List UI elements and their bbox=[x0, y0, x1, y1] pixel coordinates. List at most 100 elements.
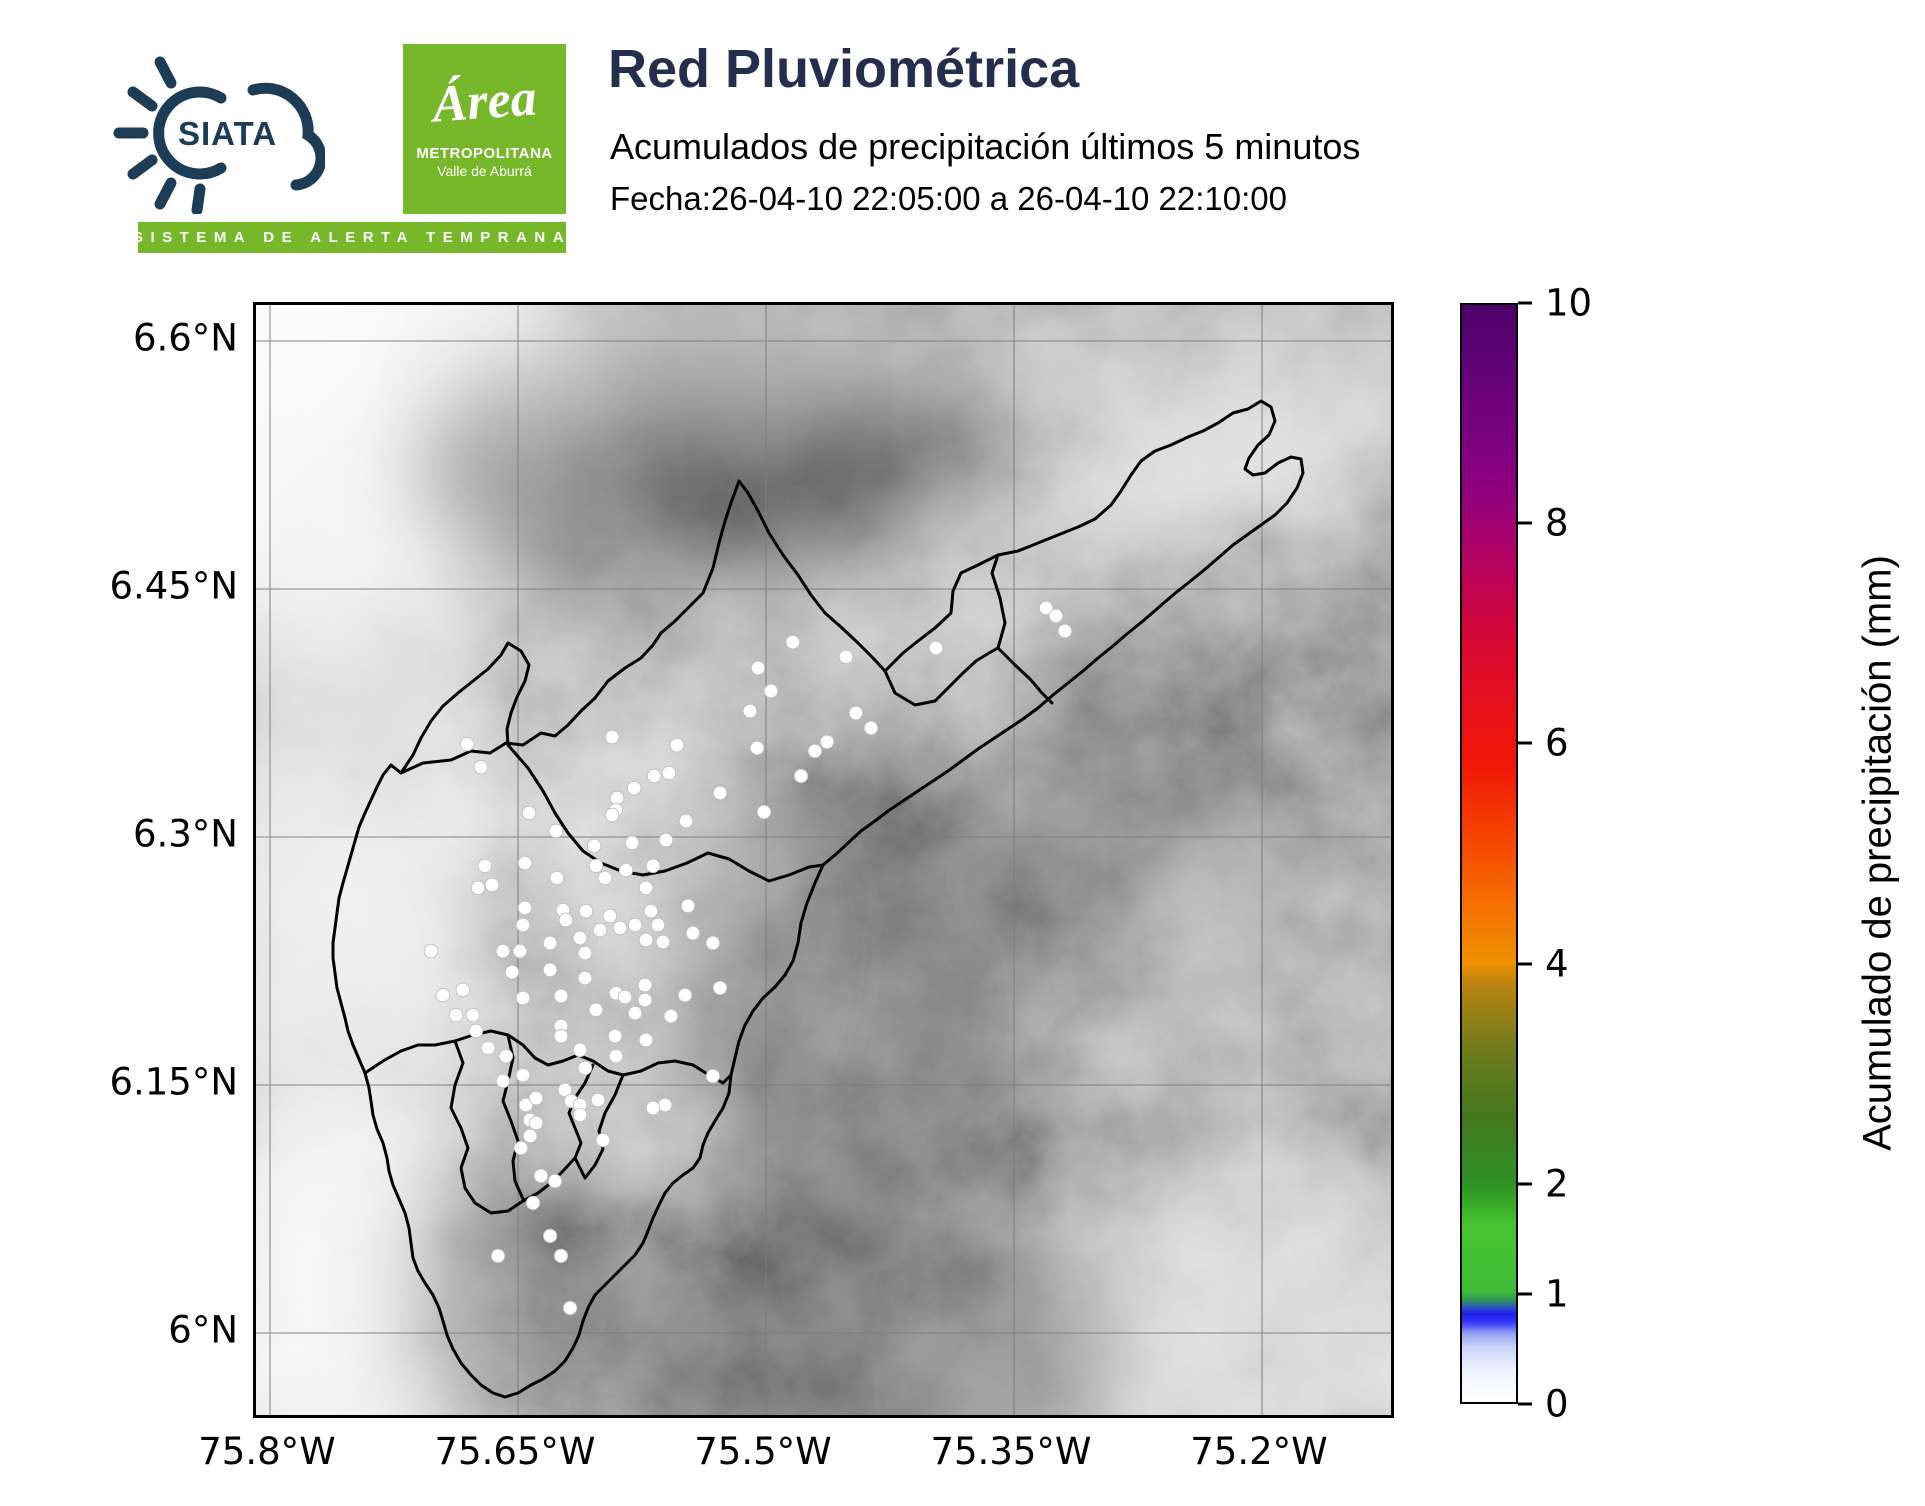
colorbar-tick bbox=[1518, 1292, 1532, 1296]
station-dot bbox=[495, 1073, 511, 1089]
station-dot bbox=[515, 917, 531, 933]
station-dot bbox=[572, 930, 588, 946]
station-dot bbox=[590, 1092, 606, 1108]
station-dot bbox=[712, 980, 728, 996]
colorbar-tick bbox=[1518, 741, 1532, 745]
station-dot bbox=[533, 1168, 549, 1184]
station-dot bbox=[577, 970, 593, 986]
page-subtitle: Acumulados de precipitación últimos 5 mi… bbox=[610, 126, 1361, 167]
station-dot bbox=[473, 759, 489, 775]
station-dot bbox=[542, 935, 558, 951]
station-dot bbox=[749, 740, 765, 756]
municipality-boundary bbox=[883, 646, 1000, 707]
municipality-boundary bbox=[399, 479, 887, 775]
station-dot bbox=[484, 877, 500, 893]
station-dot bbox=[512, 943, 528, 959]
station-dot bbox=[848, 705, 864, 721]
cloud-icon bbox=[247, 82, 325, 191]
station-dot bbox=[677, 987, 693, 1003]
station-dot bbox=[678, 813, 694, 829]
x-tick-label: 75.65°W bbox=[434, 1430, 596, 1473]
station-dot bbox=[645, 1100, 661, 1116]
colorbar-tick-label: 1 bbox=[1545, 1272, 1569, 1316]
station-dot bbox=[646, 768, 662, 784]
sun-arc-icon bbox=[153, 86, 227, 180]
station-dot bbox=[553, 988, 569, 1004]
terrain-shade bbox=[616, 1225, 1136, 1415]
station-dot bbox=[528, 1115, 544, 1131]
colorbar-tick-label: 8 bbox=[1545, 501, 1569, 545]
station-dot bbox=[548, 823, 564, 839]
station-dot bbox=[517, 900, 533, 916]
station-dot bbox=[597, 870, 613, 886]
y-tick-label: 6.45°N bbox=[109, 564, 238, 608]
terrain-shade bbox=[376, 305, 976, 425]
terrain-shade bbox=[986, 305, 1391, 515]
map-canvas bbox=[256, 305, 1391, 1415]
colorbar-tick-label: 10 bbox=[1545, 281, 1593, 325]
siata-banner: SISTEMA DE ALERTA TEMPRANA bbox=[133, 222, 566, 253]
station-dot bbox=[515, 990, 531, 1006]
station-dot bbox=[588, 1002, 604, 1018]
station-dot bbox=[542, 1228, 558, 1244]
station-dot bbox=[637, 992, 653, 1008]
station-dot bbox=[604, 729, 620, 745]
station-dot bbox=[657, 1097, 673, 1113]
station-dot bbox=[756, 804, 772, 820]
station-dot bbox=[661, 765, 677, 781]
station-dot bbox=[608, 1048, 624, 1064]
station-dot bbox=[607, 1028, 623, 1044]
terrain-shading bbox=[256, 305, 1391, 1415]
station-dot bbox=[763, 683, 779, 699]
station-dot bbox=[705, 935, 721, 951]
station-dot bbox=[490, 1248, 506, 1264]
station-dot bbox=[609, 790, 625, 806]
station-dot bbox=[572, 1042, 588, 1058]
station-dot bbox=[638, 880, 654, 896]
station-dot bbox=[468, 1023, 484, 1039]
station-dot bbox=[658, 832, 674, 848]
sun-ray-icon bbox=[191, 183, 206, 214]
x-tick-label: 75.5°W bbox=[694, 1430, 832, 1473]
station-dot bbox=[638, 932, 654, 948]
municipality-boundary bbox=[331, 763, 825, 1399]
station-dot bbox=[423, 943, 439, 959]
terrain-shade bbox=[666, 755, 1046, 1235]
station-dot bbox=[470, 880, 486, 896]
station-dot bbox=[549, 870, 565, 886]
municipality-boundaries bbox=[331, 399, 1305, 1399]
municipality-boundary bbox=[363, 1029, 733, 1085]
station-dot bbox=[586, 838, 602, 854]
y-tick-label: 6.15°N bbox=[109, 1060, 238, 1104]
municipality-boundary bbox=[821, 399, 1305, 867]
station-dot bbox=[577, 945, 593, 961]
station-dot bbox=[819, 734, 835, 750]
colorbar-tick bbox=[1518, 1182, 1532, 1186]
station-dot bbox=[742, 703, 758, 719]
y-tick-label: 6°N bbox=[168, 1308, 238, 1352]
station-dot bbox=[477, 858, 493, 874]
station-dot bbox=[638, 1032, 654, 1048]
colorbar-tick-label: 2 bbox=[1545, 1162, 1569, 1206]
colorbar-tick-label: 6 bbox=[1545, 721, 1569, 765]
station-dot bbox=[669, 737, 685, 753]
station-dot bbox=[515, 1067, 531, 1083]
colorbar-tick bbox=[1518, 1402, 1532, 1406]
graticule bbox=[256, 305, 1391, 1415]
station-dot bbox=[513, 1140, 529, 1156]
station-dot bbox=[542, 962, 558, 978]
sun-ray-icon bbox=[127, 86, 158, 112]
station-dot bbox=[750, 660, 766, 676]
area-metropolitana-logo: Área METROPOLITANA Valle de Aburrá bbox=[403, 44, 566, 214]
station-dot bbox=[1057, 623, 1073, 639]
x-tick-label: 75.35°W bbox=[930, 1430, 1092, 1473]
station-dot bbox=[455, 982, 471, 998]
station-dot bbox=[663, 1008, 679, 1024]
station-dot bbox=[838, 649, 854, 665]
station-dot bbox=[712, 785, 728, 801]
sun-ray-icon bbox=[127, 154, 158, 180]
municipality-boundary bbox=[501, 1033, 525, 1201]
station-dot bbox=[518, 1097, 534, 1113]
station-dot bbox=[627, 1005, 643, 1021]
station-dot bbox=[680, 898, 696, 914]
